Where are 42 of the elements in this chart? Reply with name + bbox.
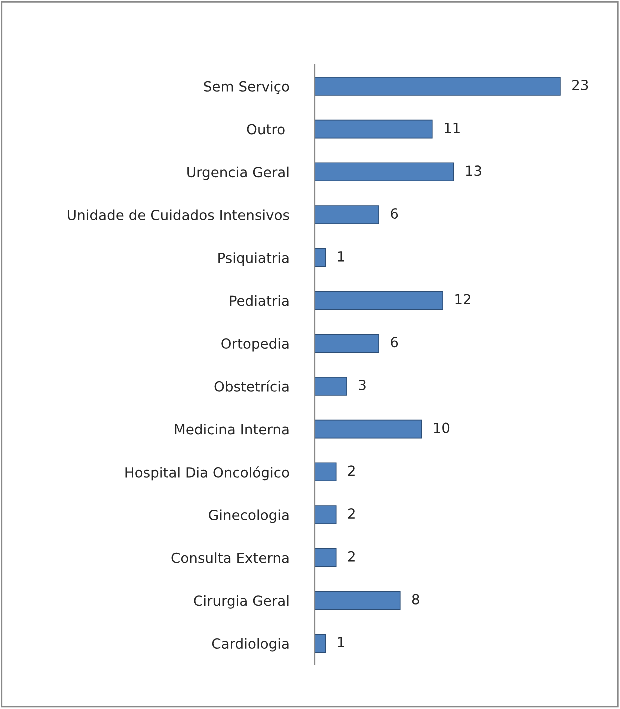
bar bbox=[315, 248, 326, 268]
y-tick-label: Ortopedia bbox=[222, 338, 289, 352]
bar bbox=[315, 377, 348, 396]
y-tick-label: Sem Serviço bbox=[204, 81, 290, 94]
y-tick-label: Hospital Dia Oncológico bbox=[126, 466, 290, 481]
data-label: 2 bbox=[348, 551, 355, 562]
y-tick-label: Unidade de Cuidados Intensivos bbox=[68, 210, 290, 220]
data-label: 6 bbox=[391, 337, 398, 348]
y-tick-label: Cirurgia Geral bbox=[194, 595, 289, 609]
data-label: 1 bbox=[338, 252, 344, 262]
data-label: 1 bbox=[338, 637, 344, 648]
data-label: 2 bbox=[348, 466, 355, 476]
bar bbox=[315, 634, 326, 653]
data-label: 3 bbox=[359, 380, 366, 390]
bar bbox=[315, 462, 337, 482]
bar bbox=[315, 77, 561, 96]
bar bbox=[315, 506, 337, 524]
bar bbox=[315, 591, 401, 610]
y-tick-label: Psiquiatria bbox=[218, 252, 289, 266]
bar bbox=[315, 206, 380, 224]
data-label: 12 bbox=[456, 294, 470, 305]
y-tick-label: Consulta Externa bbox=[172, 552, 289, 564]
data-label: 2 bbox=[348, 508, 355, 519]
data-label: 6 bbox=[391, 208, 398, 220]
y-tick-label: Pediatria bbox=[230, 295, 289, 306]
data-label: 13 bbox=[466, 166, 482, 176]
data-label: 23 bbox=[572, 80, 588, 90]
y-tick-label: Urgencia Geral bbox=[188, 166, 289, 180]
bar bbox=[315, 162, 454, 182]
y-tick-label: Outro bbox=[247, 124, 285, 135]
bar bbox=[315, 334, 380, 353]
y-tick-label: Ginecologia bbox=[209, 510, 289, 524]
y-tick-label: Obstetrícia bbox=[214, 380, 289, 392]
data-label: 8 bbox=[412, 594, 420, 605]
data-label: 11 bbox=[445, 122, 460, 134]
bar bbox=[315, 120, 433, 139]
bar bbox=[315, 548, 337, 568]
y-tick-label: Cardiologia bbox=[212, 638, 289, 652]
y-tick-label: Medicina Interna bbox=[175, 424, 289, 435]
bar bbox=[315, 291, 444, 310]
bar bbox=[315, 420, 422, 439]
data-label: 10 bbox=[434, 422, 450, 434]
